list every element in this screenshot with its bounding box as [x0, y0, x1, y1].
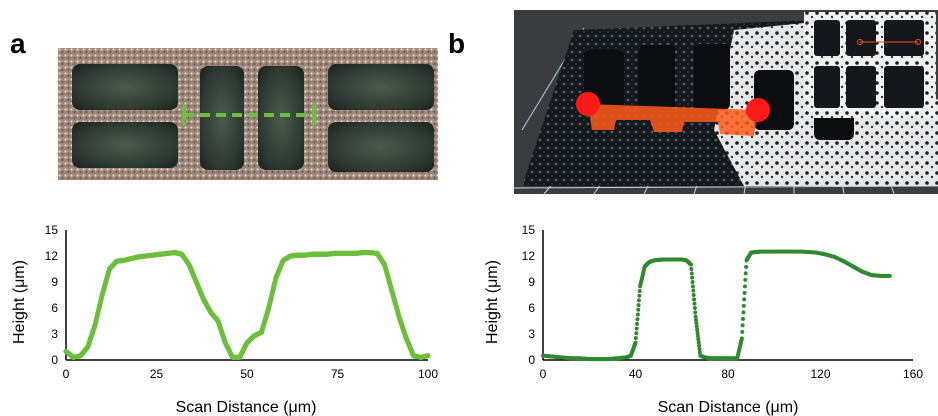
data-point: [744, 264, 749, 269]
profilometry-3d-render-b: [514, 10, 938, 194]
y-tick-label: 0: [51, 353, 58, 367]
y-tick-label: 12: [522, 249, 536, 263]
x-tick-label: 160: [903, 367, 923, 381]
data-point: [739, 336, 744, 341]
data-point: [694, 321, 699, 326]
data-point: [743, 271, 748, 276]
data-point: [690, 284, 695, 289]
data-point: [742, 297, 747, 302]
x-tick-label: 0: [540, 367, 547, 381]
data-point: [695, 330, 700, 335]
data-point: [697, 343, 702, 348]
height-profile-chart-b: 0 3 6 9 12 15 0 40 80 120 160 Scan Distance (μm) H…: [484, 223, 923, 416]
x-tick-label: 0: [63, 367, 70, 381]
data-point: [690, 280, 695, 284]
x-tick-label: 50: [240, 367, 254, 381]
x-tick-label: 40: [629, 367, 643, 381]
data-point: [694, 317, 699, 322]
y-tick-label: 15: [522, 223, 536, 237]
data-point: [635, 312, 640, 317]
data-point: [697, 350, 702, 355]
optical-micrograph-a: [58, 48, 438, 180]
y-tick-label: 3: [51, 327, 58, 341]
data-point: [633, 340, 638, 345]
y-tick-label: 12: [45, 249, 59, 263]
data-point: [692, 301, 697, 306]
data-point: [637, 293, 642, 298]
data-point: [689, 262, 693, 267]
data-point: [694, 324, 699, 329]
data-point: [696, 340, 701, 345]
data-point: [692, 306, 697, 310]
x-tick-label: 100: [418, 367, 438, 381]
data-point: [742, 284, 747, 289]
data-point: [696, 337, 701, 342]
y-tick-label: 0: [528, 353, 535, 367]
data-point: [695, 327, 700, 332]
data-point: [636, 298, 641, 303]
scan-end-marker[interactable]: [746, 98, 770, 122]
y-tick-label: 15: [45, 223, 59, 237]
data-point: [636, 303, 641, 308]
y-tick-label: 6: [528, 301, 535, 315]
data-point: [691, 288, 696, 293]
data-point: [740, 329, 745, 334]
data-point: [425, 353, 431, 359]
chart-b-ylabel: Height (μm): [484, 260, 501, 344]
chart-a-ylabel: Height (μm): [11, 260, 28, 344]
data-point: [635, 321, 640, 326]
x-tick-label: 120: [810, 367, 830, 381]
data-point: [742, 290, 747, 295]
chart-b-series: [541, 249, 892, 362]
data-point: [689, 267, 694, 271]
chart-a-axes: 0 3 6 9 12 15 0 25 50 75 100: [45, 223, 439, 381]
data-point: [887, 273, 892, 278]
scan-line-annotation: [182, 105, 316, 125]
data-point: [697, 347, 702, 352]
y-tick-label: 6: [51, 301, 58, 315]
data-point: [690, 275, 695, 280]
data-point: [692, 297, 697, 302]
chart-b-xlabel: Scan Distance (μm): [658, 399, 799, 416]
data-point: [633, 335, 638, 340]
data-point: [637, 289, 642, 294]
x-tick-label: 25: [150, 367, 164, 381]
data-point: [693, 310, 698, 315]
chart-a-series: [63, 249, 431, 360]
data-point: [693, 314, 698, 319]
data-point: [695, 334, 700, 339]
data-point: [741, 316, 746, 321]
panel-label-b: b: [448, 28, 466, 59]
chart-a-xlabel: Scan Distance (μm): [176, 399, 317, 416]
data-point: [635, 317, 640, 322]
x-tick-label: 75: [331, 367, 345, 381]
scan-start-marker[interactable]: [576, 92, 600, 116]
data-point: [689, 271, 694, 276]
y-tick-label: 3: [528, 327, 535, 341]
x-tick-label: 80: [721, 367, 735, 381]
render-image: [514, 10, 938, 194]
micrograph-image: [58, 48, 438, 180]
y-tick-label: 9: [528, 275, 535, 289]
panel-label-a: a: [10, 28, 26, 59]
data-point: [743, 277, 748, 282]
data-point: [741, 310, 746, 315]
y-tick-label: 9: [51, 275, 58, 289]
data-point: [634, 331, 639, 336]
data-point: [634, 326, 639, 331]
data-point: [740, 323, 745, 328]
data-point: [691, 293, 696, 297]
data-point: [741, 303, 746, 308]
height-profile-chart-a: 0 3 6 9 12 15 0 25 50 75 100 Scan Distance (μm) He…: [11, 223, 439, 416]
cross-section-band: [588, 104, 758, 136]
data-point: [636, 307, 641, 312]
